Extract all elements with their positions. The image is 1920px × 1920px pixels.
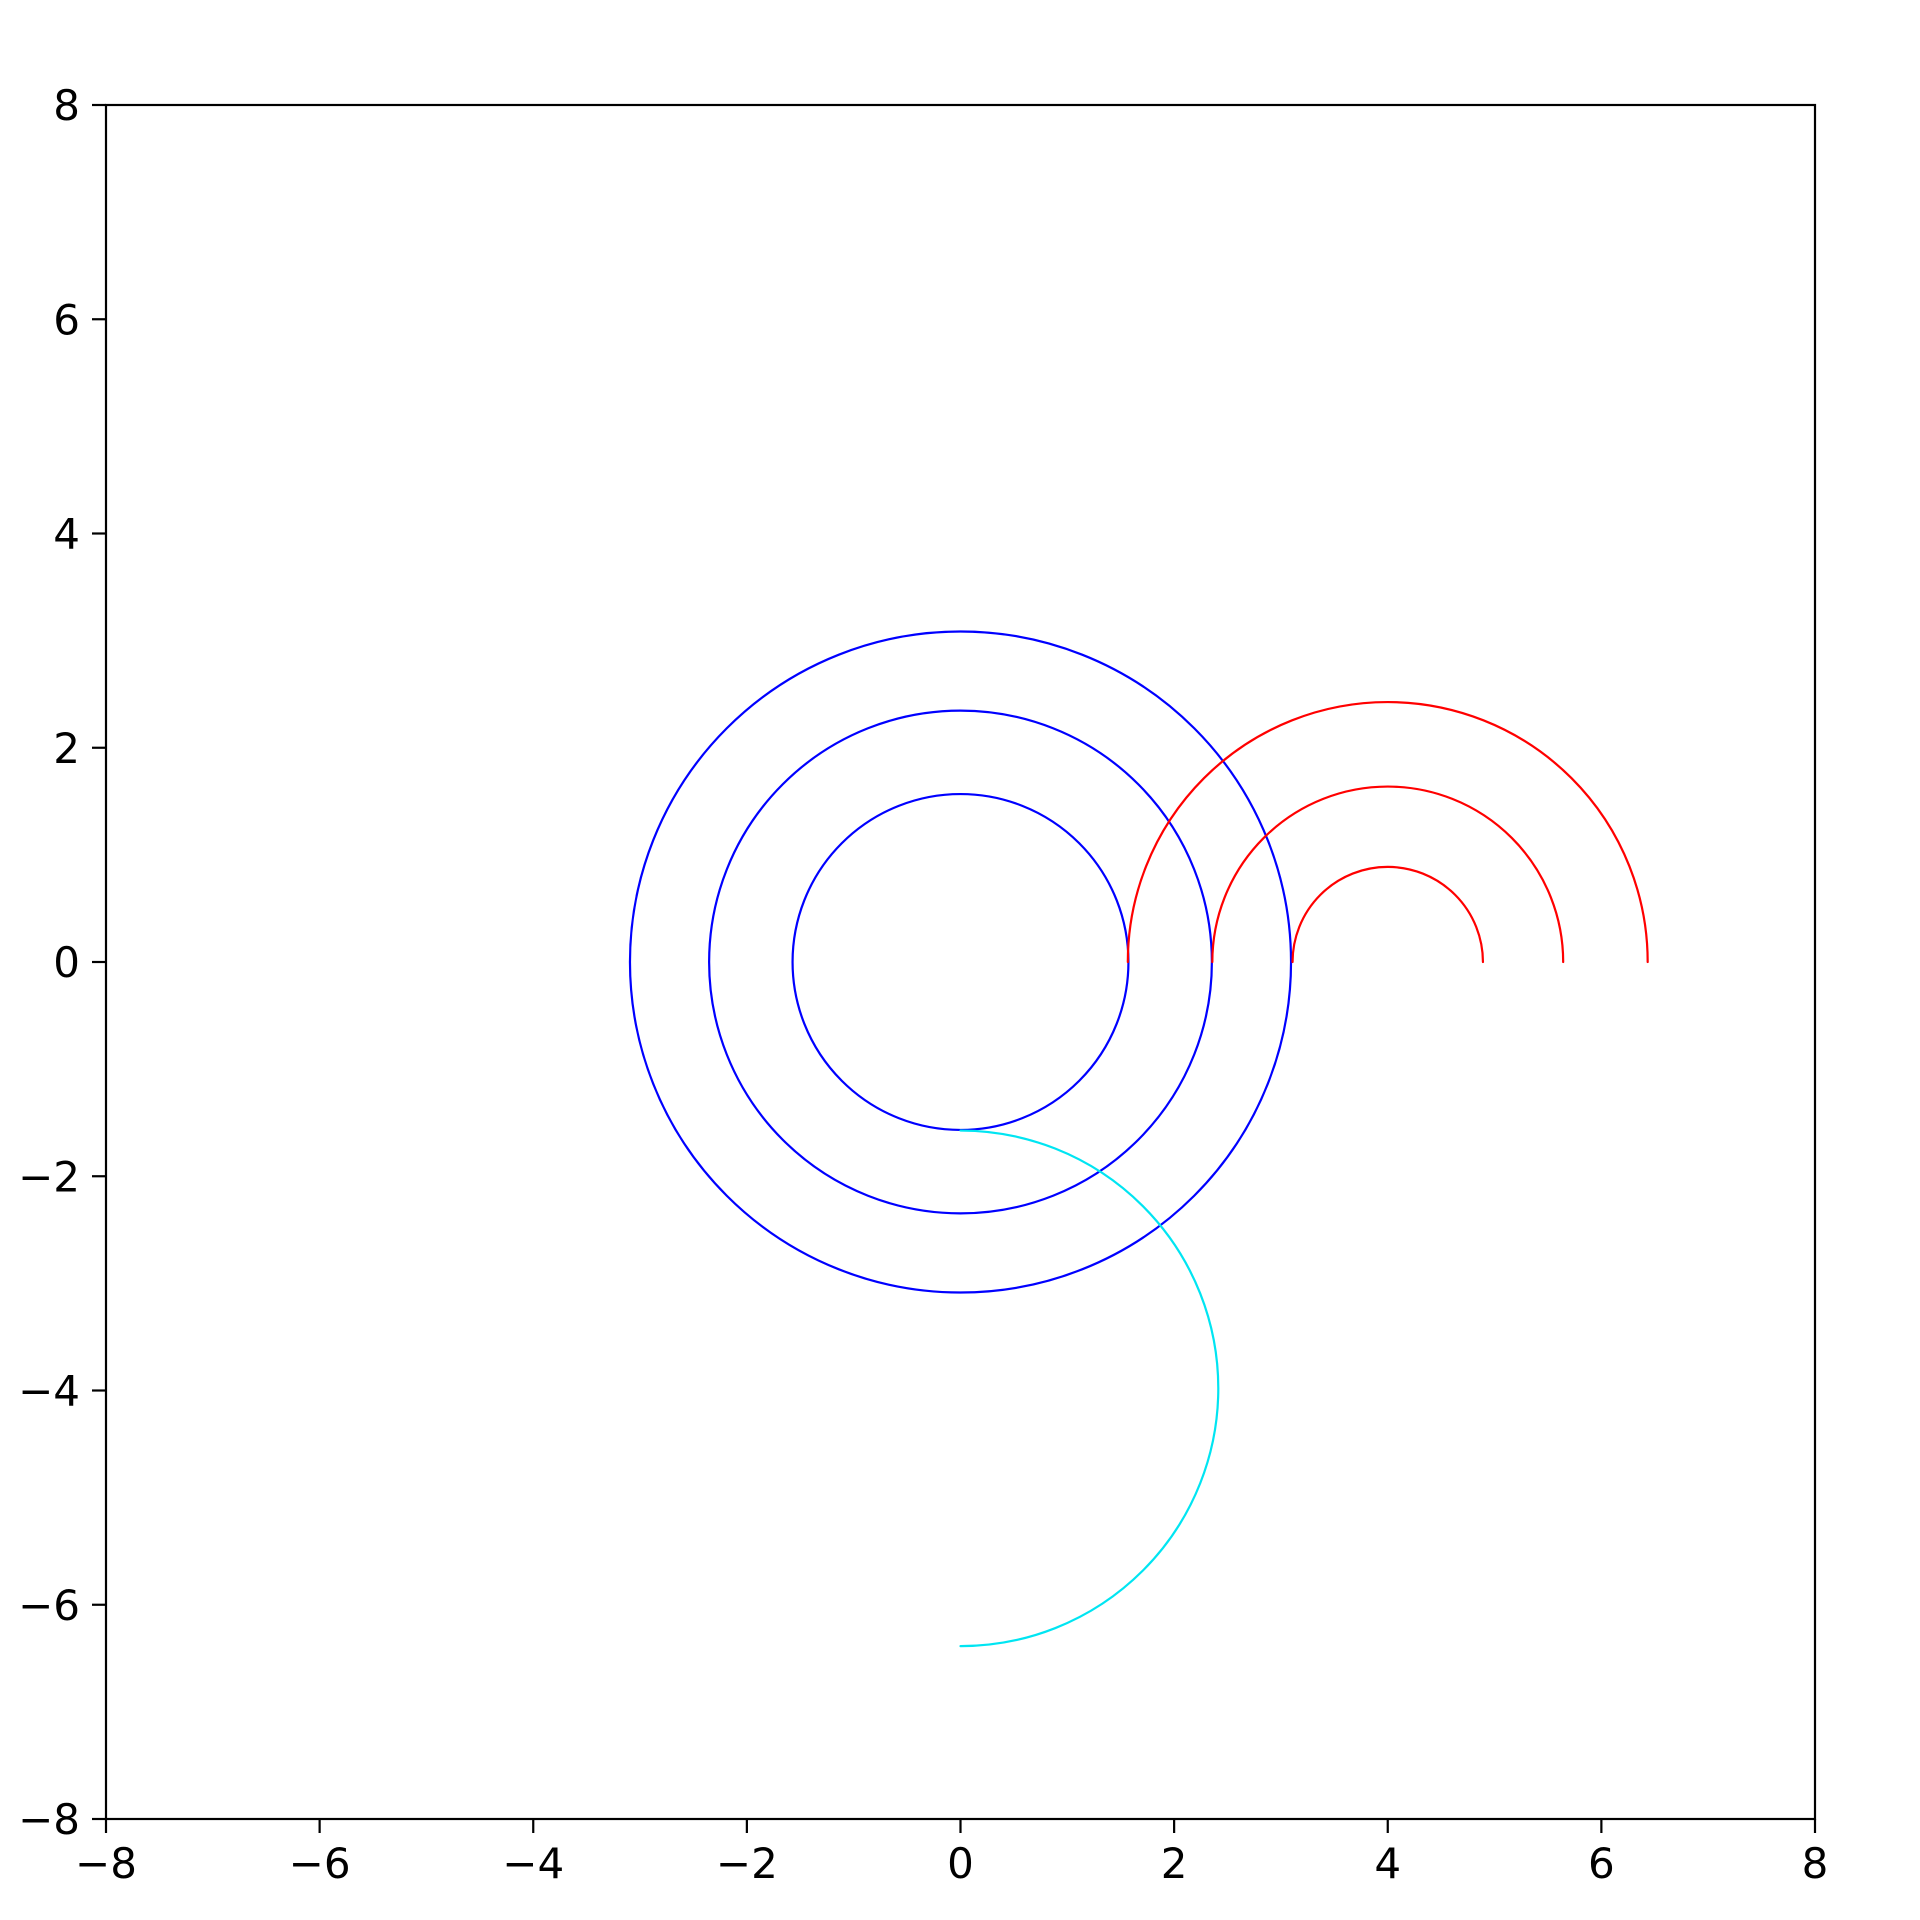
x-tick-label: −6 <box>289 1839 351 1888</box>
red-arc-large <box>1126 701 1649 964</box>
blue-circle-outer <box>628 630 1293 1294</box>
y-tick-label: −8 <box>18 1795 80 1844</box>
x-tick-label: −4 <box>502 1839 564 1888</box>
x-tick-label: 0 <box>947 1839 974 1888</box>
y-tick-label: −6 <box>18 1581 80 1630</box>
x-tick-label: −8 <box>75 1839 137 1888</box>
x-tick-label: 8 <box>1802 1839 1829 1888</box>
y-tick-label: 0 <box>53 938 80 987</box>
red-arc-middle <box>1211 785 1565 964</box>
x-tick-label: 4 <box>1374 1839 1401 1888</box>
y-tick-label: 2 <box>53 724 80 773</box>
red-arc-small <box>1291 865 1485 964</box>
blue-circle-middle <box>708 709 1213 1215</box>
x-tick-label: 6 <box>1588 1839 1615 1888</box>
y-tick-label: −2 <box>18 1152 80 1201</box>
y-tick-label: −4 <box>18 1367 80 1416</box>
y-tick-label: 4 <box>53 510 80 559</box>
x-tick-label: −2 <box>716 1839 778 1888</box>
x-tick-label: 2 <box>1161 1839 1188 1888</box>
axes-border <box>104 103 1817 1821</box>
cyan-half-circle <box>959 1129 1220 1648</box>
y-tick-label: 6 <box>53 295 80 344</box>
blue-circle-inner <box>791 792 1130 1132</box>
y-tick-label: 8 <box>53 81 80 130</box>
